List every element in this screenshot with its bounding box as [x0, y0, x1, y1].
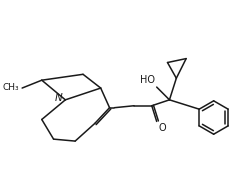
Text: HO: HO — [140, 75, 155, 85]
Text: O: O — [159, 123, 166, 133]
Text: N: N — [54, 93, 62, 103]
Text: CH₃: CH₃ — [2, 83, 19, 92]
